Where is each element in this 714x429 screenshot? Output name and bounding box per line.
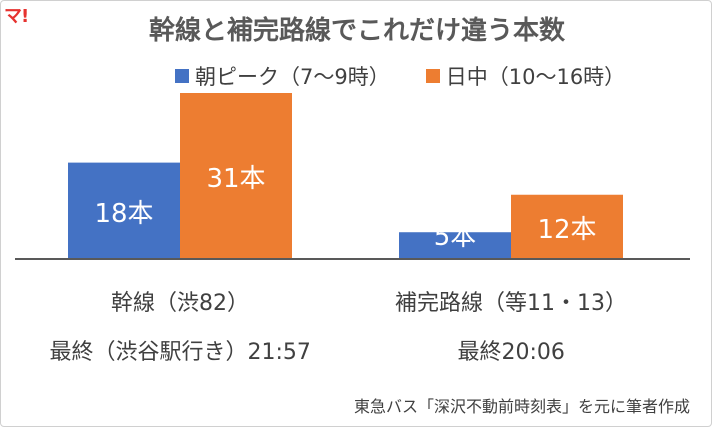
data-label-daytime-0: 31本 [206, 164, 265, 194]
legend-swatch-daytime [425, 69, 440, 83]
legend: 朝ピーク（7〜9時） 日中（10〜16時） [175, 62, 661, 90]
bar-morning-1 [399, 232, 511, 259]
legend-label-morning: 朝ピーク（7〜9時） [195, 65, 390, 89]
data-label-morning-0: 18本 [94, 199, 153, 229]
category-sublabel-supplement: 最終20:06 [457, 340, 565, 365]
category-sublabel-trunk: 最終（渋谷駅行き）21:57 [49, 340, 311, 365]
bar-daytime-1 [511, 194, 623, 259]
data-label-morning-1: 5本 [434, 222, 477, 252]
legend-item-daytime: 日中（10〜16時） [425, 61, 626, 91]
bar-daytime-0 [180, 93, 292, 259]
legend-label-daytime: 日中（10〜16時） [445, 65, 626, 89]
brand-logo: マ! [4, 6, 29, 27]
legend-swatch-morning [175, 69, 189, 83]
category-label-supplement: 補完路線（等11・13） [395, 291, 627, 316]
chart-title: 幹線と補完路線でこれだけ違う本数 [148, 16, 565, 46]
category-label-trunk: 幹線（渋82） [111, 291, 249, 316]
data-label-daytime-1: 12本 [537, 215, 596, 245]
source-note: 東急バス「深沢不動前時刻表」を元に筆者作成 [353, 397, 690, 416]
bar-morning-0 [68, 162, 180, 259]
legend-item-morning: 朝ピーク（7〜9時） [175, 61, 390, 91]
